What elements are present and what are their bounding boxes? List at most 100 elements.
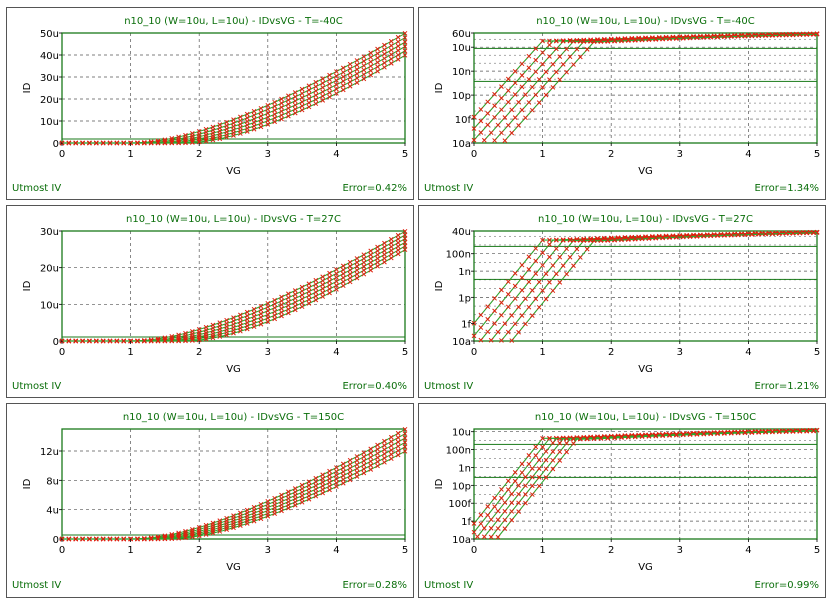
measured-point	[526, 65, 532, 71]
measured-point	[299, 288, 305, 294]
measured-point	[567, 254, 573, 260]
measured-point	[334, 476, 339, 482]
measured-point	[502, 508, 508, 514]
measured-point	[509, 491, 515, 497]
measured-point	[395, 430, 401, 436]
chart-panel-lin-150c: n10_10 (W=10u, L=10u) - IDvsVG - T=150C 0…	[6, 403, 414, 598]
error-label: Error=0.42%	[342, 183, 407, 194]
measured-point	[327, 282, 332, 288]
measured-point	[388, 434, 394, 440]
measured-point	[189, 140, 195, 145]
measured-point	[512, 69, 518, 74]
measured-point	[361, 76, 367, 82]
measured-point	[485, 504, 491, 509]
measured-point	[804, 428, 810, 434]
measured-point	[388, 456, 394, 462]
measured-point	[553, 271, 559, 277]
measured-point	[292, 307, 298, 313]
measured-point	[790, 231, 796, 236]
measured-point	[492, 103, 497, 109]
measured-point	[244, 313, 250, 319]
measured-point	[625, 237, 631, 242]
measured-point	[550, 440, 556, 446]
measured-point	[492, 321, 497, 326]
measured-point	[619, 38, 624, 44]
measured-point	[327, 480, 332, 485]
measured-point	[292, 486, 298, 491]
measured-point	[395, 247, 401, 253]
measured-point	[488, 534, 494, 540]
measured-point	[557, 440, 563, 446]
measured-point	[382, 443, 387, 448]
measured-point	[485, 512, 491, 518]
measured-point	[584, 436, 590, 442]
x-tick-label: 0	[471, 149, 477, 160]
measured-point	[395, 240, 401, 246]
measured-point	[361, 260, 367, 265]
chart-panel-log-27c: n10_10 (W=10u, L=10u) - IDvsVG - T=27C 0 1…	[418, 205, 826, 398]
measured-point	[509, 107, 515, 113]
measured-point	[402, 440, 408, 445]
measured-point	[279, 309, 284, 315]
measured-point	[320, 282, 326, 288]
plot-frame	[473, 230, 818, 342]
measured-point	[313, 79, 319, 85]
measured-point	[395, 48, 401, 53]
series-5	[488, 428, 818, 540]
measured-point	[258, 303, 264, 309]
measured-point	[529, 313, 535, 318]
measured-point	[505, 76, 511, 82]
measured-point	[523, 483, 528, 489]
measured-point	[347, 457, 353, 463]
measured-point	[340, 473, 346, 478]
measured-point	[272, 107, 278, 113]
measured-point	[238, 523, 243, 529]
measured-point	[340, 263, 346, 269]
measured-point	[375, 451, 380, 456]
measured-point	[217, 334, 223, 339]
measured-point	[519, 461, 525, 467]
measured-point	[499, 338, 504, 343]
measured-point	[375, 463, 380, 469]
measured-point	[529, 288, 535, 293]
measured-point	[340, 267, 346, 273]
measured-point	[183, 140, 188, 146]
y-tick-label: 1p	[458, 293, 471, 304]
measured-point	[804, 32, 810, 38]
measured-point	[66, 536, 72, 542]
measured-point	[547, 436, 552, 441]
measured-point	[550, 288, 556, 294]
measured-point	[155, 536, 161, 542]
measured-point	[653, 37, 659, 42]
measured-point	[320, 490, 326, 496]
chart-svg: n10_10 (W=10u, L=10u) - IDvsVG - T=-40C 0…	[434, 16, 820, 177]
measured-point	[516, 483, 521, 488]
measured-point	[361, 267, 367, 273]
measured-point	[735, 430, 741, 436]
measured-point	[334, 78, 339, 83]
measured-point	[292, 90, 298, 95]
measured-point	[375, 459, 380, 465]
measured-point	[512, 470, 518, 475]
measured-point	[306, 96, 312, 101]
measured-point	[505, 291, 511, 297]
measured-point	[402, 239, 408, 245]
measured-point	[388, 251, 394, 257]
measured-point	[286, 310, 291, 316]
measured-point	[632, 236, 638, 242]
measured-point	[244, 309, 250, 315]
measured-point	[231, 525, 236, 531]
measured-point	[512, 478, 518, 484]
measured-point	[687, 35, 693, 41]
x-tick-label: 0	[59, 347, 65, 358]
measured-point	[557, 449, 563, 455]
measured-point	[499, 487, 504, 492]
measured-point	[306, 493, 312, 499]
measured-point	[382, 47, 387, 52]
measured-point	[244, 115, 250, 121]
measured-point	[395, 251, 401, 257]
measured-point	[478, 325, 484, 330]
measured-point	[547, 77, 552, 82]
measured-point	[320, 476, 326, 481]
measured-point	[258, 318, 264, 324]
